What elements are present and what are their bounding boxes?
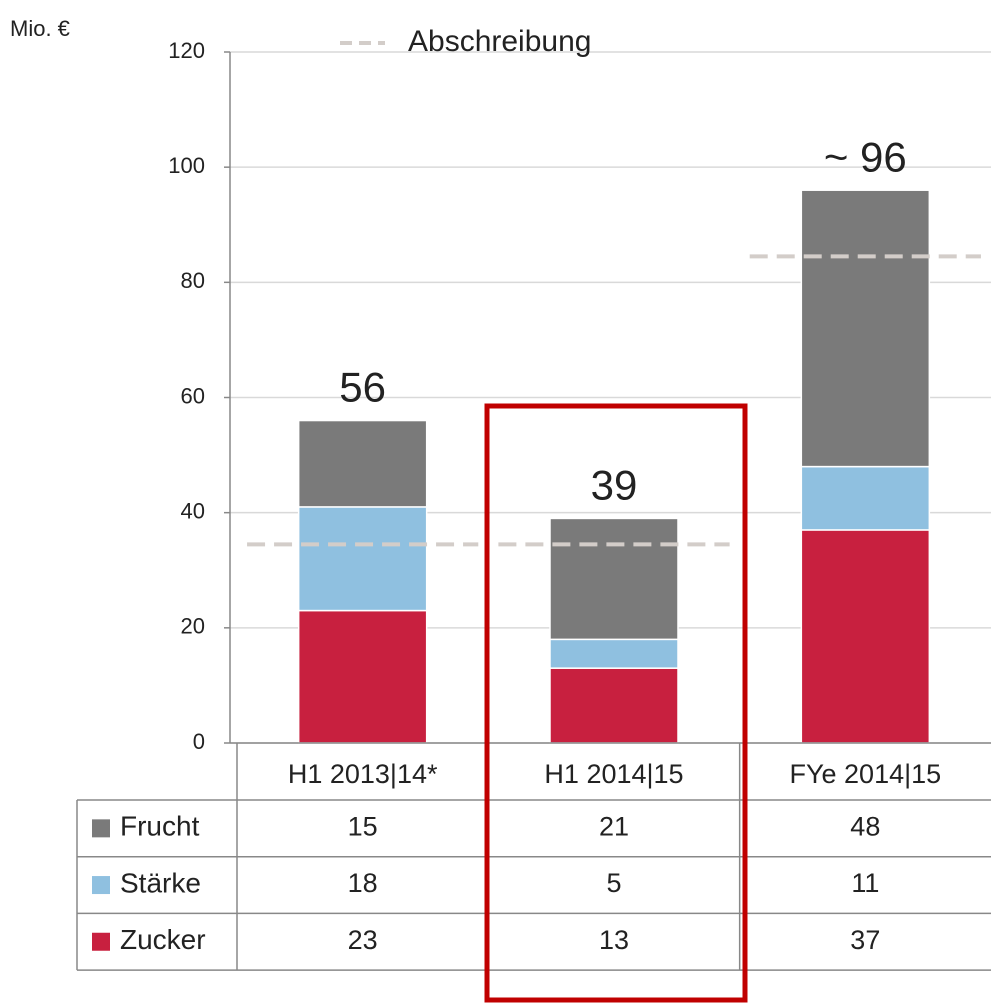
table-value: 37 (850, 925, 880, 955)
table-value: 21 (599, 811, 629, 841)
highlight-box (484, 403, 748, 1003)
bar-segment (800, 529, 931, 744)
y-tick-label: 40 (181, 498, 205, 523)
legend-swatch (92, 932, 110, 951)
y-tick-label: 120 (168, 38, 205, 63)
table-value: 5 (606, 868, 621, 898)
total-label: 56 (339, 364, 386, 411)
bar-segment (297, 419, 428, 508)
bar-segment (800, 189, 931, 468)
legend-label: Frucht (120, 811, 200, 842)
y-tick-label: 20 (181, 614, 205, 639)
legend-label: Abschreibung (408, 25, 591, 58)
table-value: 13 (599, 925, 629, 955)
table-value: 18 (348, 868, 378, 898)
table-value: 11 (851, 868, 879, 898)
bar-segment (549, 517, 679, 641)
y-tick-label: 0 (193, 729, 205, 754)
table-value: 48 (850, 811, 880, 841)
bar-segment (549, 638, 679, 669)
bar-segment (297, 506, 428, 612)
y-tick-label: 100 (168, 153, 205, 178)
bar-segment (297, 609, 428, 744)
y-tick-label: 80 (181, 268, 205, 293)
bar-segment (800, 465, 931, 531)
x-tick-label: H1 2014|15 (544, 759, 683, 789)
table-value: 15 (348, 811, 378, 841)
legend-swatch (92, 876, 110, 895)
legend-label: Zucker (120, 924, 206, 955)
legend-label: Stärke (120, 867, 201, 898)
total-label: ~ 96 (824, 133, 907, 180)
bar-segment (549, 667, 679, 744)
unit-label: Mio. € (10, 16, 70, 41)
x-tick-label: FYe 2014|15 (790, 759, 942, 789)
y-tick-label: 60 (181, 383, 205, 408)
x-tick-label: H1 2013|14* (288, 759, 438, 789)
table-value: 23 (348, 925, 378, 955)
total-label: 39 (591, 462, 638, 509)
legend-swatch (92, 819, 110, 838)
